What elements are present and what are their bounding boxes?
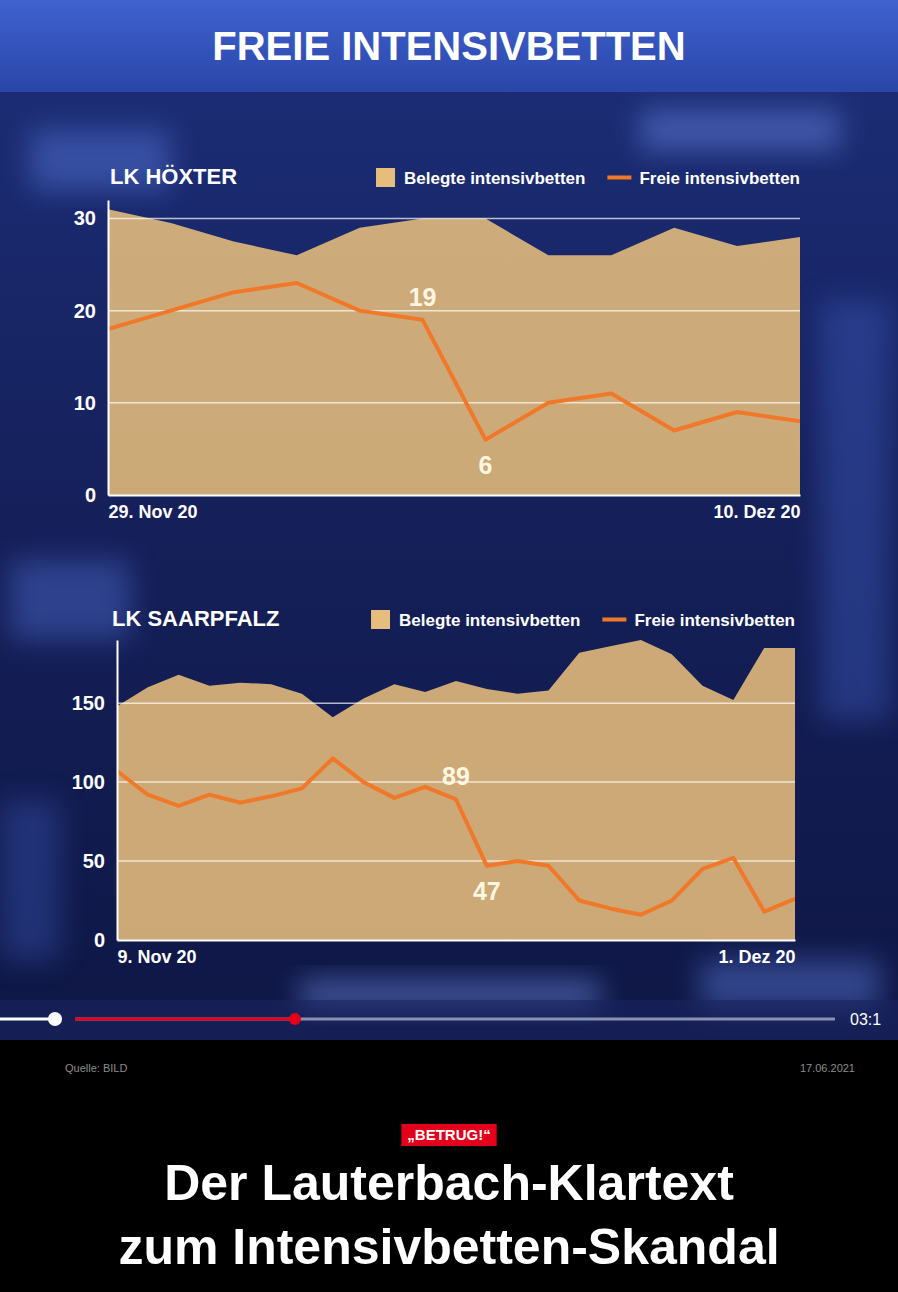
player-track (75, 1018, 835, 1021)
y-tick: 100 (72, 771, 117, 793)
y-tick: 20 (74, 300, 108, 322)
legend: Belegte intensivbetten Freie intensivbett… (371, 610, 795, 630)
y-axis: 0 50 100 150 (72, 641, 118, 951)
plot-marks (108, 209, 800, 495)
legend-label: Freie intensivbetten (634, 611, 795, 630)
x-tick: 10. Dez 20 (713, 495, 800, 522)
grid-line (117, 702, 795, 704)
x-tick-label: 10. Dez 20 (713, 502, 800, 522)
background-blob (640, 110, 840, 150)
plot-lines (117, 758, 795, 914)
x-tick: 9. Nov 20 (118, 940, 197, 967)
y-axis-line (108, 201, 110, 496)
y-tick-label: 50 (83, 850, 105, 872)
y-tick-label: 30 (74, 207, 96, 229)
y-axis-line (117, 641, 119, 941)
background-blob (820, 300, 890, 720)
legend: Belegte intensivbetten Freie intensivbett… (376, 168, 800, 188)
plot-lines (108, 283, 800, 440)
grid (108, 218, 800, 402)
area-series (117, 640, 795, 940)
chart-panel: 0 50 100 150 9. Nov 20 1. Dez 20 89 47 LK SAARPF… (72, 606, 796, 967)
y-tick-label: 0 (85, 484, 96, 506)
player-background (0, 1000, 898, 1040)
headline: Der Lauterbach-Klartext (164, 1155, 734, 1211)
y-tick: 50 (83, 850, 117, 872)
x-tick-label: 29. Nov 20 (109, 502, 198, 522)
chart-panel: 0 10 20 30 29. Nov 20 10. Dez 20 19 6 LK HÖXTER B… (74, 164, 801, 522)
grid-line (108, 310, 800, 312)
grid (117, 703, 795, 861)
legend-swatch (602, 618, 626, 622)
page-title: FREIE INTENSIVBETTEN (212, 24, 685, 68)
y-tick-label: 10 (74, 392, 96, 414)
y-tick-label: 0 (94, 929, 105, 951)
legend-swatch (376, 168, 395, 187)
x-tick: 29. Nov 20 (109, 495, 198, 522)
player-progress (75, 1018, 295, 1021)
player-time: 03:1 (850, 1011, 881, 1028)
page: FREIE INTENSIVBETTEN 0 10 20 30 29. Nov 20 10.… (0, 0, 898, 1292)
data-label: 6 (479, 451, 493, 479)
player-bar: 03:1 (0, 1000, 898, 1040)
y-tick: 10 (74, 392, 108, 414)
grid-line (108, 218, 800, 220)
data-label: 19 (409, 283, 437, 311)
area-series (108, 209, 800, 495)
player-progress-dot (289, 1013, 301, 1025)
y-tick: 0 (94, 929, 117, 951)
headline: zum Intensivbetten-Skandal (118, 1219, 779, 1275)
y-tick-label: 150 (72, 692, 105, 714)
x-axis: 9. Nov 20 1. Dez 20 (118, 940, 796, 967)
kicker-text: „BETRUG!“ (407, 1126, 490, 1143)
grid-line (108, 402, 800, 404)
data-label: 47 (473, 877, 501, 905)
panel-title: LK SAARPFALZ (112, 606, 279, 631)
legend-swatch (607, 176, 631, 180)
footer-background (0, 1040, 898, 1292)
y-tick: 30 (74, 207, 108, 229)
legend-label: Belegte intensivbetten (404, 169, 585, 188)
plot-marks (117, 640, 795, 940)
kicker-box (401, 1124, 496, 1146)
panel-title: LK HÖXTER (110, 164, 237, 189)
y-tick: 0 (85, 484, 108, 506)
x-axis: 29. Nov 20 10. Dez 20 (109, 495, 801, 522)
source: Quelle: BILD (65, 1062, 127, 1074)
y-tick-label: 100 (72, 771, 105, 793)
legend-label: Belegte intensivbetten (399, 611, 580, 630)
x-axis-line (109, 495, 801, 497)
data-label: 89 (442, 762, 470, 790)
y-tick: 150 (72, 692, 117, 714)
kicker: „BETRUG!“ (401, 1124, 496, 1146)
grid-line (117, 860, 795, 862)
x-tick: 1. Dez 20 (718, 940, 795, 967)
title-banner (0, 0, 898, 92)
legend-label: Freie intensivbetten (639, 169, 800, 188)
player-handle (48, 1012, 62, 1026)
line-series (117, 758, 795, 914)
y-axis: 0 10 20 30 (74, 201, 109, 506)
x-tick-label: 1. Dez 20 (718, 947, 795, 967)
player-track (0, 1018, 55, 1021)
line-series (108, 283, 800, 440)
background (0, 0, 898, 1040)
legend-swatch (371, 610, 390, 629)
x-axis-line (118, 940, 796, 942)
background-blob (0, 800, 60, 960)
y-tick-label: 20 (74, 300, 96, 322)
x-tick-label: 9. Nov 20 (118, 947, 197, 967)
date: 17.06.2021 (800, 1062, 855, 1074)
